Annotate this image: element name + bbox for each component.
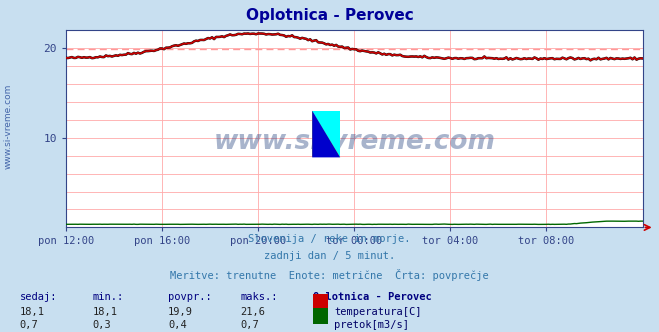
Text: zadnji dan / 5 minut.: zadnji dan / 5 minut. xyxy=(264,251,395,261)
Text: 18,1: 18,1 xyxy=(92,307,117,317)
Polygon shape xyxy=(312,111,340,157)
Text: www.si-vreme.com: www.si-vreme.com xyxy=(4,83,13,169)
Text: sedaj:: sedaj: xyxy=(20,292,57,302)
Text: pretok[m3/s]: pretok[m3/s] xyxy=(334,320,409,330)
Text: 19,9: 19,9 xyxy=(168,307,193,317)
Text: Oplotnica - Perovec: Oplotnica - Perovec xyxy=(246,8,413,23)
Text: Meritve: trenutne  Enote: metrične  Črta: povprečje: Meritve: trenutne Enote: metrične Črta: … xyxy=(170,269,489,281)
Text: 0,3: 0,3 xyxy=(92,320,111,330)
Text: 0,7: 0,7 xyxy=(241,320,259,330)
Polygon shape xyxy=(312,111,340,157)
Text: povpr.:: povpr.: xyxy=(168,292,212,302)
Text: Oplotnica - Perovec: Oplotnica - Perovec xyxy=(313,292,432,302)
Text: Slovenija / reke in morje.: Slovenija / reke in morje. xyxy=(248,234,411,244)
Text: www.si-vreme.com: www.si-vreme.com xyxy=(214,129,495,155)
Text: 18,1: 18,1 xyxy=(20,307,45,317)
Text: 0,7: 0,7 xyxy=(20,320,38,330)
Text: temperatura[C]: temperatura[C] xyxy=(334,307,422,317)
Text: maks.:: maks.: xyxy=(241,292,278,302)
Text: min.:: min.: xyxy=(92,292,123,302)
Text: 21,6: 21,6 xyxy=(241,307,266,317)
Bar xyxy=(312,111,340,157)
Text: 0,4: 0,4 xyxy=(168,320,186,330)
